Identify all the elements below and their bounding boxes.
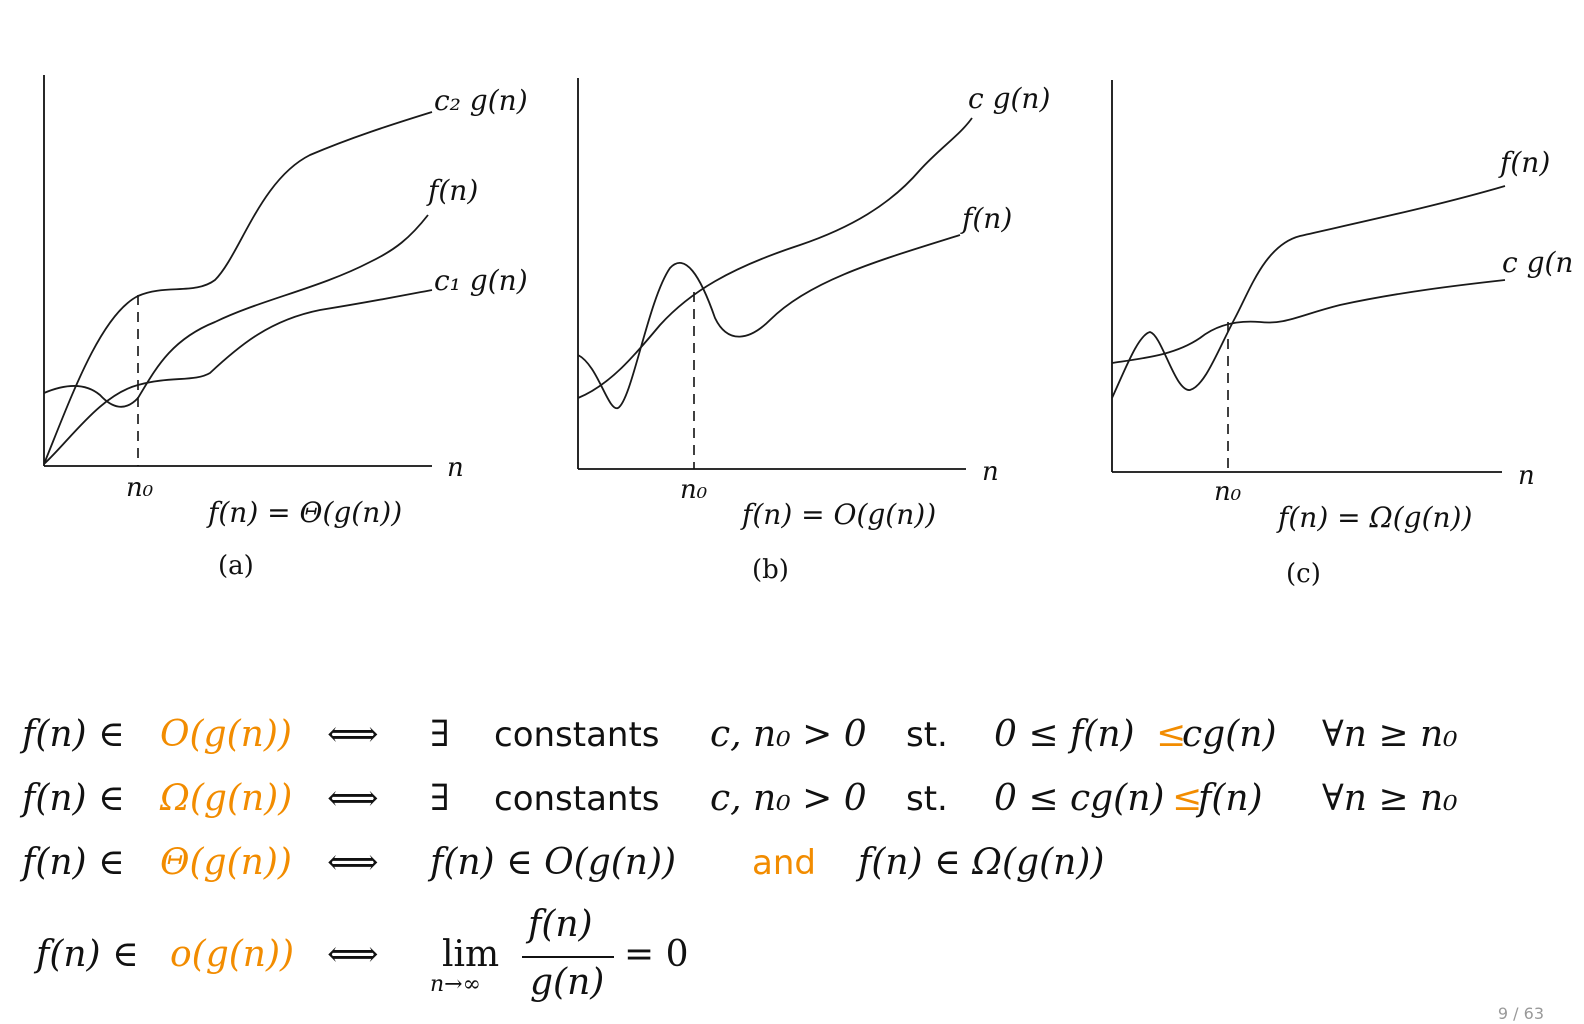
big-o-forall: ∀n ≥ n₀ [1322,714,1458,755]
panel-b: c g(n) f(n) n n₀ f(n) = O(g(n)) (b) [577,78,1050,585]
panel-b-x-axis-label: n [982,457,999,487]
panel-a-c2g-curve [43,111,433,465]
panel-c-x-axis-label: n [1518,461,1535,491]
big-o-consts: c, n₀ > 0 [710,714,867,755]
big-o-constants: constants [494,715,660,755]
little-o-lim: lim [442,934,500,975]
panel-b-cg-curve [577,117,973,399]
panel-b-f-label: f(n) [960,202,1012,235]
panel-c: f(n) c g(n n n₀ f(n) = Ω(g(n)) (c) [1111,80,1573,589]
big-theta-right: f(n) ∈ Ω(g(n)) [858,842,1105,883]
big-theta-left: f(n) ∈ O(g(n)) [430,842,677,883]
little-o-denominator: g(n) [530,962,605,1003]
panel-b-caption: (b) [752,555,789,585]
big-omega-set: Ω(g(n)) [160,778,293,819]
big-omega-cond-right: f(n) [1198,778,1263,819]
panel-a-n0-label: n₀ [126,473,154,503]
panel-a-c1g-label: c₁ g(n) [434,264,528,297]
panel-a-f-label: f(n) [426,174,478,207]
big-omega-cond-left: 0 ≤ cg(n) [994,778,1165,819]
little-o-lim-sub: n→∞ [430,972,481,997]
panel-a-x-axis-label: n [447,453,464,483]
panel-a-f-curve [43,214,429,408]
big-omega-lhs: f(n) ∈ [22,778,125,819]
big-o-iff: ⟺ [327,714,379,755]
big-o-cond-right: cg(n) [1182,714,1277,755]
little-o-fraction-bar [522,956,614,958]
panel-c-relation: f(n) = Ω(g(n)) [1276,501,1472,534]
big-theta-iff: ⟺ [327,842,379,883]
big-omega-cond-op: ≤ [1172,778,1203,819]
big-o-lhs: f(n) ∈ [22,714,125,755]
panel-a: c₂ g(n) f(n) c₁ g(n) n n₀ f(n) = Θ(g(n))… [43,75,528,581]
panel-c-cg-curve [1111,279,1506,364]
panel-a-c2g-label: c₂ g(n) [434,84,528,117]
big-omega-consts: c, n₀ > 0 [710,778,867,819]
little-o-lhs: f(n) ∈ [36,934,139,975]
panel-c-f-label: f(n) [1498,146,1550,179]
panel-a-caption: (a) [218,551,254,581]
panel-b-f-curve [577,234,961,409]
little-o-set: o(g(n)) [170,934,295,975]
big-o-set: O(g(n)) [160,714,292,755]
asymptotic-figures: c₂ g(n) f(n) c₁ g(n) n n₀ f(n) = Θ(g(n))… [43,75,1573,589]
big-theta-lhs: f(n) ∈ [22,842,125,883]
panel-c-caption: (c) [1286,559,1321,589]
big-theta-set: Θ(g(n)) [160,842,292,883]
big-o-cond-op: ≤ [1156,714,1187,755]
big-omega-constants: constants [494,779,660,819]
big-o-st: st. [906,715,948,755]
little-o-iff: ⟺ [327,934,379,975]
big-o-exists: ∃ [430,714,450,755]
little-o-equals: = 0 [624,934,689,975]
big-o-cond-left: 0 ≤ f(n) [994,714,1135,755]
little-o-numerator: f(n) [528,904,593,945]
panel-b-relation: f(n) = O(g(n)) [740,498,936,531]
big-omega-st: st. [906,779,948,819]
panel-c-cg-label: c g(n [1502,246,1573,279]
big-omega-exists: ∃ [430,778,450,819]
panel-b-n0-label: n₀ [680,475,708,505]
panel-b-cg-label: c g(n) [968,82,1050,115]
panel-a-c1g-curve [43,289,433,465]
big-omega-iff: ⟺ [327,778,379,819]
panel-a-relation: f(n) = Θ(g(n)) [206,496,402,529]
panel-c-n0-label: n₀ [1214,477,1242,507]
panel-c-f-curve [1111,185,1506,399]
page-number: 9 / 63 [1497,1004,1544,1023]
big-omega-forall: ∀n ≥ n₀ [1322,778,1458,819]
big-theta-and: and [752,843,816,883]
